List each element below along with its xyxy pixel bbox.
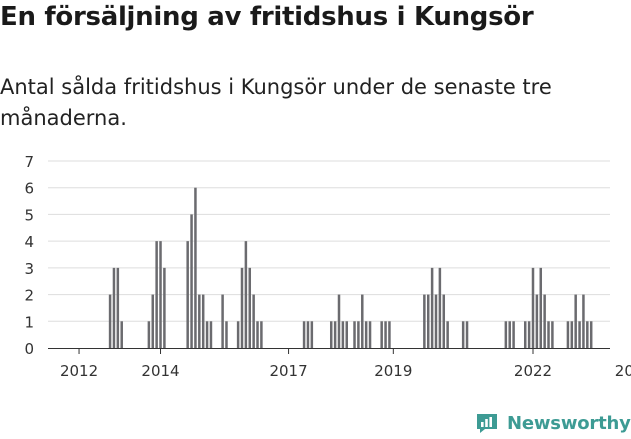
- bar: [589, 321, 593, 348]
- bar: [306, 321, 310, 348]
- bar: [442, 294, 446, 348]
- bar: [198, 294, 201, 348]
- bar: [244, 241, 248, 348]
- y-tick-label: 3: [24, 260, 34, 278]
- bar: [221, 294, 224, 348]
- bar: [586, 321, 589, 348]
- bar: [578, 321, 581, 348]
- bar: [357, 321, 360, 348]
- x-tick-label: 2024: [615, 362, 631, 380]
- bar: [209, 321, 213, 348]
- x-tick-label: 2019: [374, 362, 412, 380]
- bar: [430, 267, 434, 348]
- bar: [539, 267, 543, 348]
- x-tick-label: 2017: [269, 362, 307, 380]
- bar: [434, 294, 438, 348]
- bar: [147, 321, 151, 348]
- newsworthy-logo-icon: [477, 414, 497, 433]
- bar: [535, 294, 539, 348]
- y-tick-label: 4: [24, 233, 34, 251]
- bar: [523, 321, 527, 348]
- bar: [361, 294, 364, 348]
- bar: [461, 321, 465, 348]
- bar: [543, 294, 546, 348]
- bar: [163, 267, 166, 348]
- y-tick-label: 0: [24, 340, 34, 358]
- bar: [205, 321, 209, 348]
- bar: [364, 321, 368, 348]
- y-tick-label: 1: [24, 313, 34, 331]
- bar: [329, 321, 333, 348]
- x-tick-label: 2014: [141, 362, 179, 380]
- bar: [345, 321, 349, 348]
- bar: [248, 267, 252, 348]
- brand-name: Newsworthy: [507, 412, 631, 434]
- bar: [310, 321, 314, 348]
- bar: [547, 321, 550, 348]
- bar: [302, 321, 306, 348]
- bar: [260, 321, 263, 348]
- bar: [388, 321, 391, 348]
- bars: [108, 187, 593, 348]
- bar: [225, 321, 228, 348]
- bar: [566, 321, 570, 348]
- bar: [508, 321, 511, 348]
- bar: [423, 294, 426, 348]
- bar: [190, 214, 193, 348]
- bar: [512, 321, 515, 348]
- bar: [337, 294, 341, 348]
- bar: [252, 294, 255, 348]
- chart-subtitle: Antal sålda fritidshus i Kungsör under d…: [0, 75, 552, 130]
- bar: [353, 321, 356, 348]
- bar: [236, 321, 240, 348]
- bar: [570, 321, 574, 348]
- bar: [108, 294, 112, 348]
- y-tick-label: 6: [24, 180, 34, 198]
- bar: [426, 294, 430, 348]
- bar: [380, 321, 383, 348]
- bar: [504, 321, 508, 348]
- bar: [368, 321, 372, 348]
- bar: [341, 321, 345, 348]
- bar: [531, 267, 535, 348]
- bar: [240, 267, 244, 348]
- brand: Newsworthy: [475, 408, 631, 438]
- bar: [446, 321, 449, 348]
- gridlines: [48, 160, 610, 322]
- y-axis: 0 1 2 3 4 5 6 7: [24, 153, 34, 358]
- bar: [465, 321, 469, 348]
- bar: [333, 321, 337, 348]
- bar: [551, 321, 554, 348]
- x-tick-label: 2022: [514, 362, 552, 380]
- chart-title: En försäljning av fritidshus i Kungsör: [0, 2, 534, 32]
- y-tick-label: 5: [24, 206, 34, 224]
- bar: [574, 294, 577, 348]
- bar: [151, 294, 155, 348]
- bar: [186, 241, 189, 348]
- bar: [438, 267, 442, 348]
- y-tick-label: 2: [24, 287, 34, 305]
- bar: [527, 321, 531, 348]
- y-tick-label: 7: [24, 153, 34, 171]
- bar: [112, 267, 116, 348]
- bar: [116, 267, 120, 348]
- x-axis: 2012 2014 2017 2019 2022 2024: [60, 348, 631, 380]
- bar: [120, 321, 123, 348]
- bar: [194, 187, 197, 348]
- bar: [582, 294, 585, 348]
- bar: [384, 321, 387, 348]
- bar: [155, 241, 158, 348]
- x-tick-label: 2012: [60, 362, 98, 380]
- bar: [256, 321, 259, 348]
- bar: [201, 294, 205, 348]
- bar: [159, 241, 162, 348]
